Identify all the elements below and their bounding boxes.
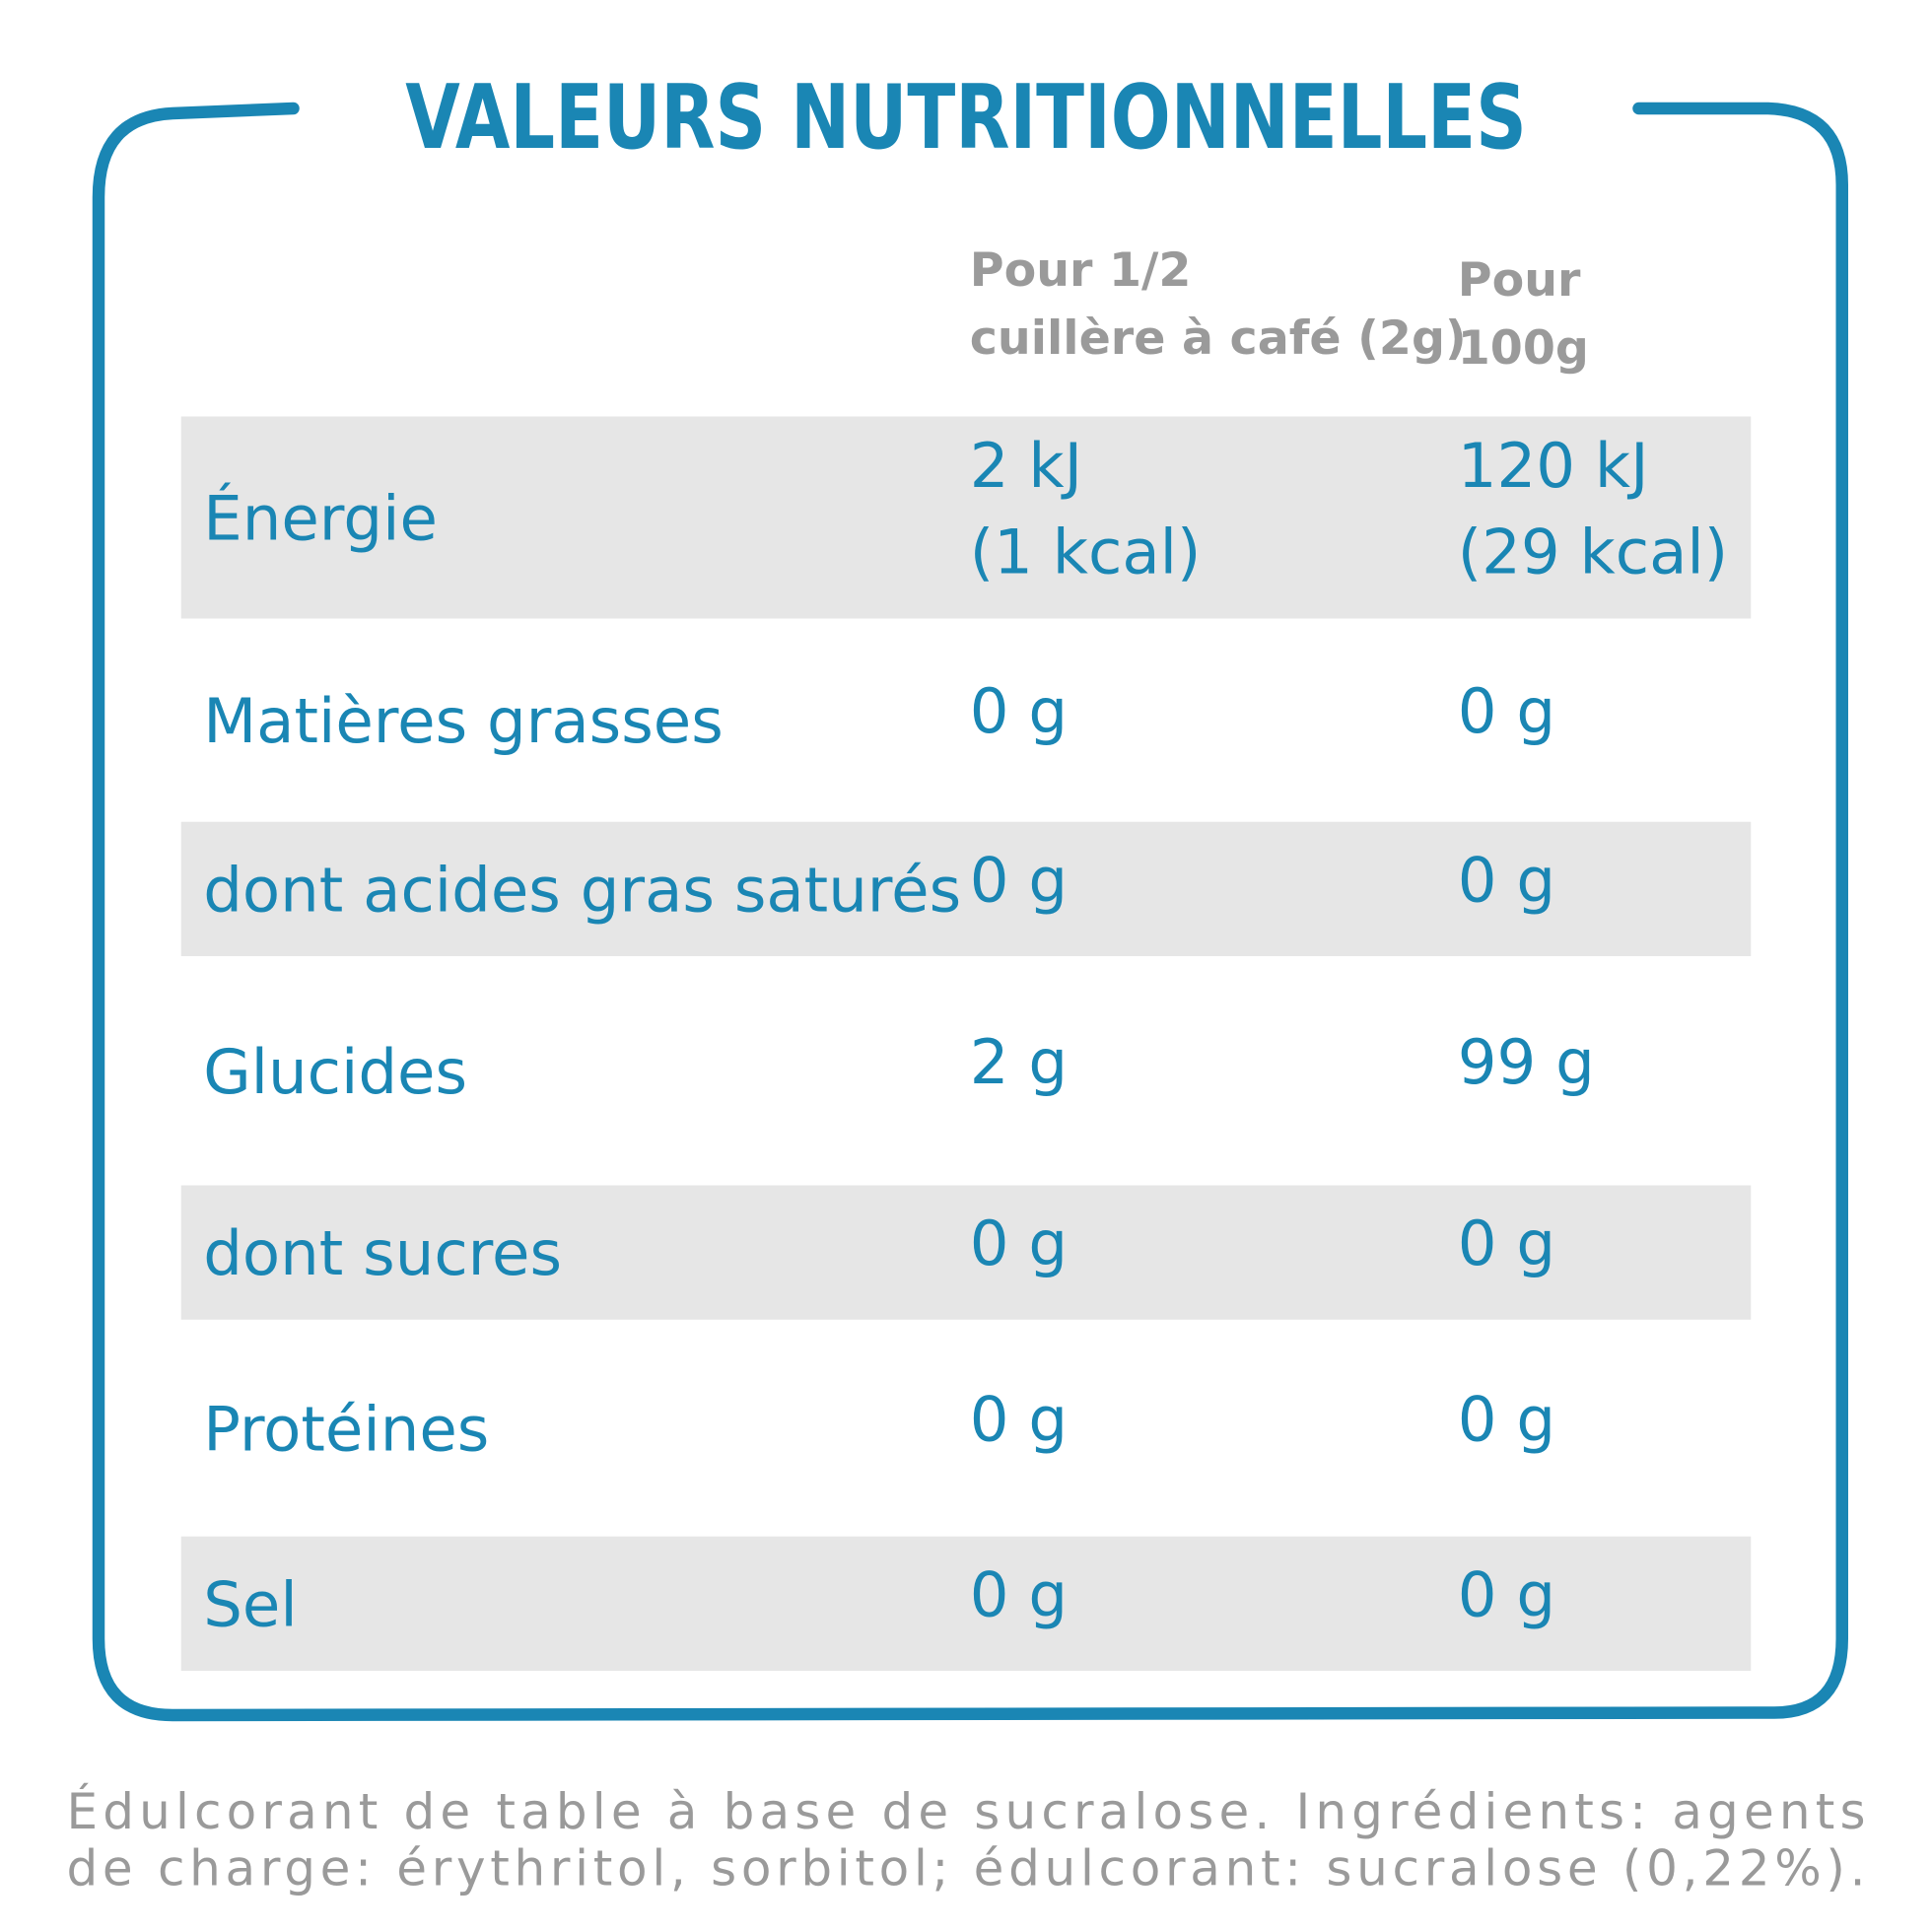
- cell-value: 99 g: [1458, 1026, 1595, 1098]
- cell-value: 0 g: [970, 675, 1068, 747]
- column-header: Pour: [1458, 253, 1581, 308]
- cell-value: (29 kcal): [1458, 516, 1728, 587]
- row-label: dont sucres: [203, 1217, 562, 1289]
- cell-value: 0 g: [970, 1208, 1068, 1279]
- row-label: dont acides gras saturés: [203, 854, 961, 926]
- row-label: Protéines: [203, 1393, 489, 1465]
- cell-value: 0 g: [1458, 1558, 1555, 1630]
- frame: [92, 102, 1848, 1722]
- cell-value: 0 g: [970, 1383, 1068, 1455]
- row-band: [180, 1185, 1752, 1320]
- cell-value: 0 g: [970, 1558, 1068, 1630]
- cell-value: 0 g: [1458, 844, 1555, 916]
- cell-value: 0 g: [1458, 1208, 1555, 1279]
- column-header: 100g: [1458, 321, 1589, 376]
- footnote: Édulcorant de table à base de sucralose.…: [67, 1782, 1866, 1840]
- cell-value: 0 g: [1458, 675, 1555, 747]
- cell-value: (1 kcal): [970, 516, 1202, 587]
- cell-value: 120 kJ: [1458, 430, 1649, 502]
- cell-value: 2 g: [970, 1026, 1068, 1098]
- title: VALEURS NUTRITIONNELLES: [405, 66, 1527, 170]
- row-label: Glucides: [203, 1036, 467, 1108]
- column-header: Pour 1/2: [970, 243, 1192, 298]
- column-header: cuillère à café (2g): [970, 311, 1467, 366]
- cell-value: 0 g: [970, 844, 1068, 916]
- row-band: [180, 1536, 1752, 1671]
- cell-value: 0 g: [1458, 1383, 1555, 1455]
- row-band: [180, 416, 1752, 619]
- row-band: [180, 821, 1752, 956]
- cell-value: 2 kJ: [970, 430, 1082, 502]
- row-label: Énergie: [203, 483, 438, 555]
- footnote: de charge: érythritol, sorbitol; édulcor…: [67, 1840, 1866, 1898]
- row-label: Sel: [203, 1568, 298, 1640]
- row-label: Matières grasses: [203, 685, 724, 757]
